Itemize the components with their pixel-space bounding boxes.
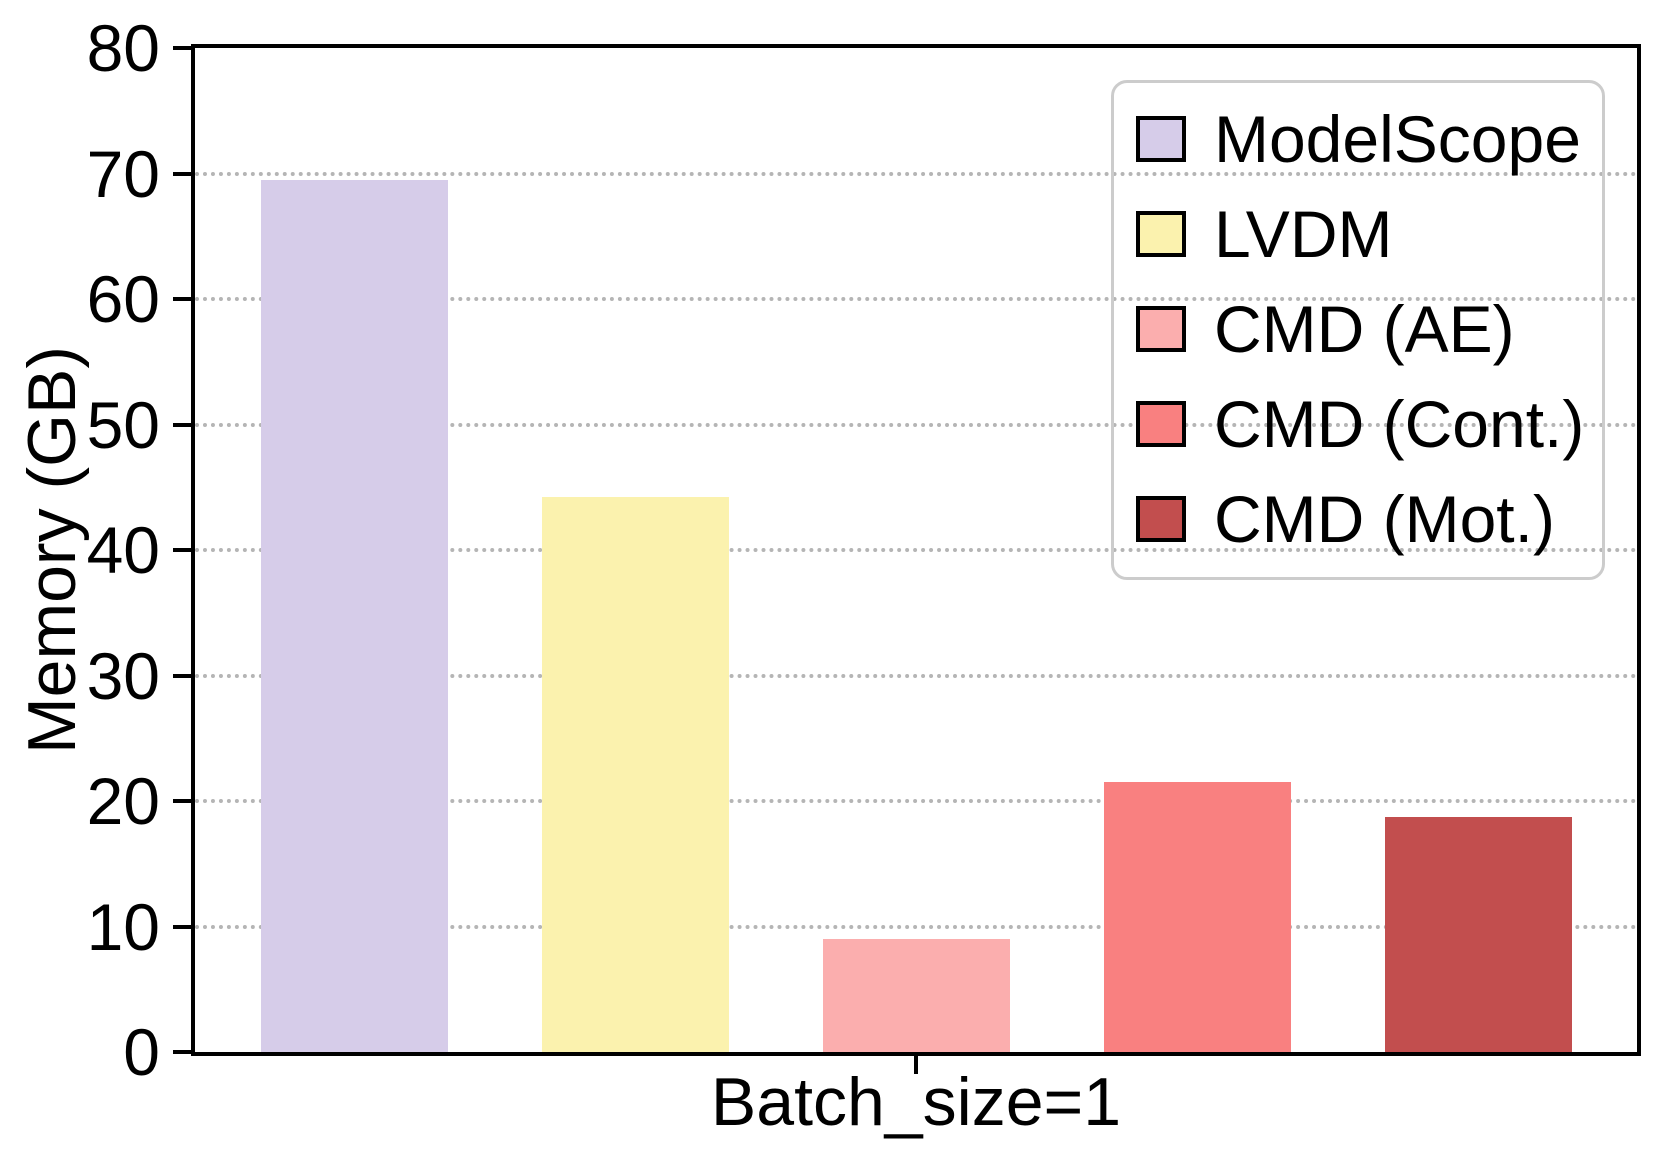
legend-row-modelscope: ModelScope bbox=[1114, 91, 1602, 186]
y-tick-label-10: 10 bbox=[86, 889, 160, 964]
y-tick-mark-0 bbox=[173, 1050, 193, 1054]
plot-area bbox=[191, 44, 1641, 1056]
legend-row-lvdm: LVDM bbox=[1114, 186, 1602, 281]
legend-row-cmd-mot: CMD (Mot.) bbox=[1114, 471, 1602, 566]
bar-cmd-mot bbox=[1384, 817, 1572, 1052]
legend-swatch-cmd-ae bbox=[1136, 305, 1186, 352]
legend-label-cmd-cont: CMD (Cont.) bbox=[1214, 386, 1585, 461]
gridline-y60 bbox=[195, 297, 1637, 301]
legend-swatch-cmd-mot bbox=[1136, 495, 1186, 542]
y-tick-mark-50 bbox=[173, 422, 193, 427]
y-tick-label-0: 0 bbox=[123, 1015, 160, 1089]
gridline-y40 bbox=[195, 548, 1637, 552]
legend-label-cmd-ae: CMD (AE) bbox=[1214, 291, 1515, 366]
y-tick-mark-70 bbox=[173, 171, 193, 176]
legend-swatch-lvdm bbox=[1136, 210, 1186, 257]
legend-row-cmd-ae: CMD (AE) bbox=[1114, 281, 1602, 376]
y-tick-mark-60 bbox=[173, 297, 193, 301]
legend: ModelScope LVDM CMD (AE) CMD (Cont.) CMD (Mo… bbox=[1111, 80, 1605, 580]
y-tick-mark-80 bbox=[173, 46, 193, 50]
legend-label-modelscope: ModelScope bbox=[1214, 101, 1581, 176]
y-tick-mark-30 bbox=[173, 673, 193, 678]
legend-swatch-cmd-cont bbox=[1136, 400, 1186, 447]
gridline-y10 bbox=[195, 924, 1637, 929]
y-tick-label-60: 60 bbox=[86, 262, 160, 336]
bar-lvdm bbox=[541, 497, 729, 1052]
y-tick-label-70: 70 bbox=[86, 136, 160, 211]
y-tick-label-80: 80 bbox=[86, 11, 160, 85]
y-tick-mark-20 bbox=[173, 799, 193, 803]
x-tick-label: Batch_size=1 bbox=[710, 1064, 1122, 1140]
y-tick-mark-10 bbox=[173, 924, 193, 929]
gridline-y50 bbox=[195, 422, 1637, 427]
y-tick-mark-40 bbox=[173, 548, 193, 552]
legend-row-cmd-cont: CMD (Cont.) bbox=[1114, 376, 1602, 471]
y-tick-label-50: 50 bbox=[86, 387, 160, 462]
y-tick-label-30: 30 bbox=[86, 638, 160, 713]
legend-label-lvdm: LVDM bbox=[1214, 196, 1393, 271]
legend-label-cmd-mot: CMD (Mot.) bbox=[1214, 481, 1555, 556]
x-tick-mark bbox=[914, 1054, 918, 1074]
y-tick-label-20: 20 bbox=[86, 764, 160, 838]
legend-swatch-modelscope bbox=[1136, 115, 1186, 162]
y-tick-label-40: 40 bbox=[86, 513, 160, 587]
gridline-y70 bbox=[195, 171, 1637, 176]
bar-modelscope bbox=[260, 179, 448, 1052]
bar-cmd-cont bbox=[1103, 782, 1291, 1052]
bar-cmd-ae bbox=[822, 939, 1010, 1052]
gridline-y20 bbox=[195, 799, 1637, 803]
gridline-y30 bbox=[195, 673, 1637, 678]
